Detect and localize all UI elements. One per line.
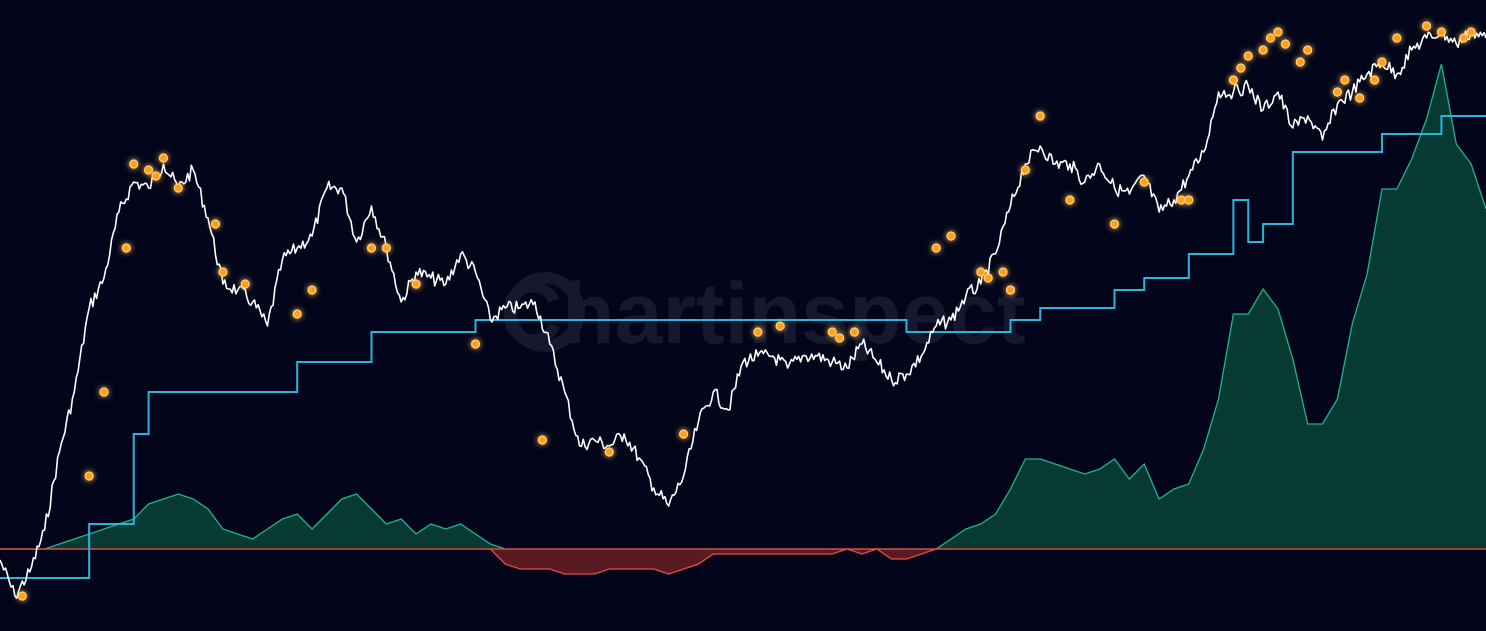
signal-marker	[1065, 195, 1075, 205]
step-line-layer	[0, 115, 1486, 579]
signal-marker	[144, 165, 154, 175]
signal-marker	[210, 219, 221, 229]
signal-marker	[1236, 63, 1246, 73]
signal-marker	[753, 327, 763, 337]
price-line	[0, 27, 1486, 600]
signal-marker	[470, 339, 481, 349]
signal-marker	[998, 267, 1008, 277]
signal-marker	[1035, 111, 1045, 121]
signal-marker	[84, 471, 94, 481]
signal-marker	[1184, 195, 1194, 205]
signal-marker	[976, 267, 986, 277]
signal-marker	[99, 387, 109, 397]
signal-marker	[1303, 45, 1313, 55]
signal-marker	[1369, 75, 1380, 85]
signal-marker	[1340, 75, 1350, 85]
signal-marker	[931, 243, 941, 253]
signal-marker	[307, 285, 317, 295]
signal-marker	[1020, 165, 1030, 175]
signal-marker	[1295, 57, 1305, 67]
watermark-logo-icon	[505, 272, 585, 352]
signal-marker	[604, 447, 614, 457]
signal-marker	[1332, 87, 1343, 97]
signal-marker	[1273, 27, 1283, 37]
signal-marker	[1459, 33, 1469, 43]
signal-marker	[1421, 21, 1432, 31]
oscillator-positive-fill	[0, 64, 1486, 549]
signal-marker	[849, 327, 860, 337]
signal-marker	[678, 429, 689, 439]
signal-marker	[1466, 27, 1476, 37]
step-line	[0, 115, 1486, 579]
signal-marker	[1109, 219, 1120, 229]
watermark-text: Chartinspect	[500, 266, 1026, 362]
signal-marker	[1176, 195, 1186, 205]
signal-marker	[1005, 285, 1016, 295]
signal-marker	[129, 159, 139, 169]
signal-marker	[411, 279, 421, 289]
signal-marker	[121, 243, 131, 253]
signal-marker	[834, 333, 845, 343]
signal-marker	[218, 267, 228, 277]
watermark: Chartinspect	[500, 266, 1026, 362]
signal-marker	[17, 591, 27, 601]
signal-marker	[173, 183, 183, 193]
signal-marker	[1258, 45, 1268, 55]
signal-marker	[1436, 27, 1447, 37]
signal-marker	[292, 309, 302, 319]
signal-marker	[1265, 33, 1276, 43]
signal-marker	[381, 243, 391, 253]
signal-marker	[1377, 57, 1387, 67]
signal-marker	[1280, 39, 1290, 49]
signal-marker	[240, 279, 250, 289]
signal-marker	[1392, 33, 1402, 43]
signal-marker	[158, 153, 169, 163]
signal-marker	[151, 171, 161, 181]
signal-marker	[1228, 75, 1238, 85]
signal-marker	[366, 243, 377, 253]
price-line-layer	[0, 27, 1486, 600]
signal-marker	[775, 321, 785, 331]
signal-marker	[537, 435, 547, 445]
signal-marker	[1355, 93, 1365, 103]
signal-marker	[1139, 177, 1149, 187]
signal-marker	[1243, 51, 1253, 61]
signal-marker	[946, 231, 956, 241]
signal-marker	[983, 273, 993, 283]
signal-marker	[827, 327, 837, 337]
signal-markers	[17, 21, 1476, 601]
